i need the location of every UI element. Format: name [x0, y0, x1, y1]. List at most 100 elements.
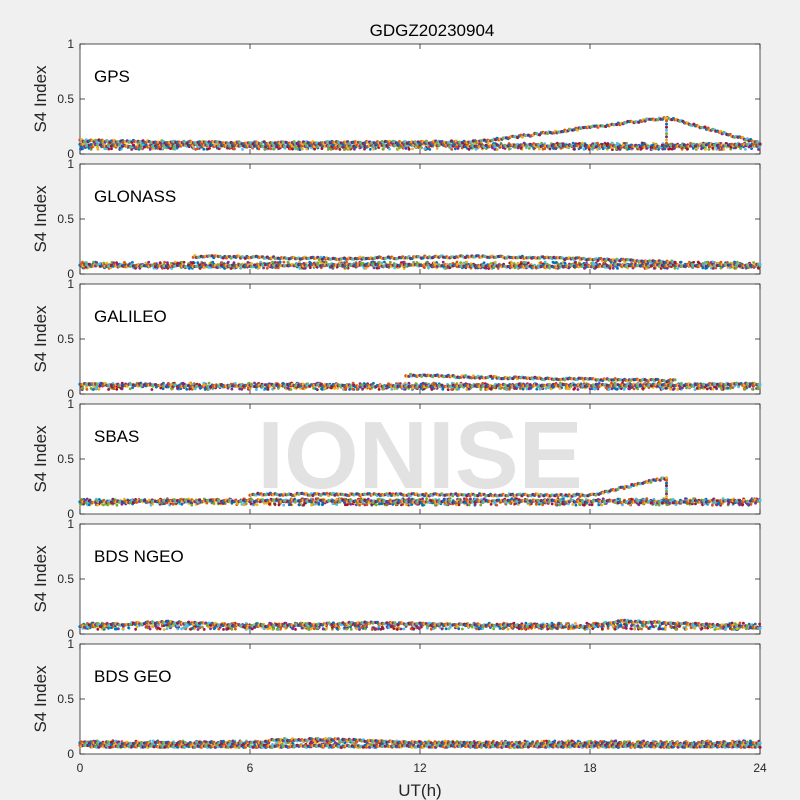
data-point [691, 147, 695, 150]
data-point [163, 260, 167, 264]
data-point [105, 261, 109, 265]
data-point [607, 388, 611, 391]
data-point [107, 388, 110, 391]
data-point [482, 261, 486, 265]
data-point [368, 147, 372, 151]
data-point [588, 387, 592, 391]
data-point [158, 261, 162, 265]
data-point [516, 261, 520, 265]
data-point [652, 266, 656, 270]
data-point [671, 388, 675, 391]
plot-area [79, 43, 761, 155]
data-point [571, 141, 575, 145]
data-point [720, 387, 723, 391]
data-point [714, 385, 718, 389]
data-point [289, 388, 293, 391]
data-point [465, 260, 469, 264]
data-point [230, 387, 234, 391]
data-point [80, 386, 84, 390]
data-point [719, 266, 723, 270]
data-point [670, 147, 674, 151]
spike-point [665, 128, 668, 132]
data-point [336, 386, 339, 390]
panel-label: GALILEO [94, 307, 167, 326]
data-point [264, 147, 267, 151]
data-point [526, 261, 530, 265]
data-point [507, 147, 511, 151]
data-point [420, 146, 423, 150]
data-point [343, 148, 346, 152]
data-point [364, 266, 368, 270]
data-point [265, 266, 269, 270]
data-point [206, 147, 210, 151]
data-point [642, 141, 646, 145]
data-point [291, 147, 294, 151]
data-point [493, 260, 497, 264]
data-point [711, 267, 715, 270]
data-point [467, 148, 471, 151]
data-point [441, 260, 445, 264]
data-point [389, 260, 392, 264]
data-point [446, 388, 450, 391]
data-point [700, 147, 703, 151]
data-point [313, 147, 316, 151]
data-point [92, 260, 95, 264]
data-point [110, 147, 113, 151]
data-point [355, 388, 359, 391]
figure-title: GDGZ20230904 [370, 21, 495, 40]
data-point [390, 388, 394, 391]
data-point [158, 147, 162, 151]
data-point [515, 387, 518, 390]
data-point [493, 148, 497, 151]
spike-point [665, 116, 668, 120]
data-point [576, 388, 580, 391]
data-point [338, 148, 342, 151]
data-point [393, 266, 397, 270]
data-point [679, 260, 683, 264]
data-point [543, 260, 547, 264]
data-point [207, 381, 211, 385]
data-point [404, 147, 408, 150]
data-point [288, 147, 292, 151]
data-point [739, 147, 742, 151]
data-point [519, 386, 522, 390]
data-point [673, 266, 677, 270]
data-point [130, 148, 134, 151]
data-point [286, 386, 290, 390]
y-axis-label: S4 Index [31, 305, 50, 373]
y-tick-label: 0.5 [57, 332, 74, 346]
data-point [628, 387, 631, 391]
data-point [372, 147, 376, 151]
data-point [705, 261, 709, 264]
data-point [487, 267, 491, 270]
data-point [103, 147, 107, 151]
data-point [676, 267, 680, 270]
data-point [333, 387, 336, 390]
data-point [166, 261, 169, 265]
series-point [758, 382, 762, 387]
data-point [611, 148, 614, 152]
y-axis-label: S4 Index [31, 185, 50, 253]
data-point [726, 386, 730, 390]
data-point [169, 147, 172, 151]
data-point [750, 147, 753, 151]
data-point [479, 388, 483, 391]
data-point [734, 266, 738, 270]
data-point [381, 147, 385, 151]
data-point [750, 387, 754, 391]
spike-point [665, 141, 668, 145]
panel-label: GPS [94, 67, 130, 86]
data-point [159, 386, 163, 390]
data-point [693, 388, 697, 391]
data-point [757, 148, 760, 151]
data-point [565, 387, 569, 391]
data-point [282, 260, 286, 264]
data-point [681, 386, 684, 390]
spike-point [665, 144, 668, 148]
data-point [89, 387, 93, 390]
data-point [351, 387, 355, 391]
data-point [411, 147, 414, 151]
data-point [709, 386, 712, 390]
